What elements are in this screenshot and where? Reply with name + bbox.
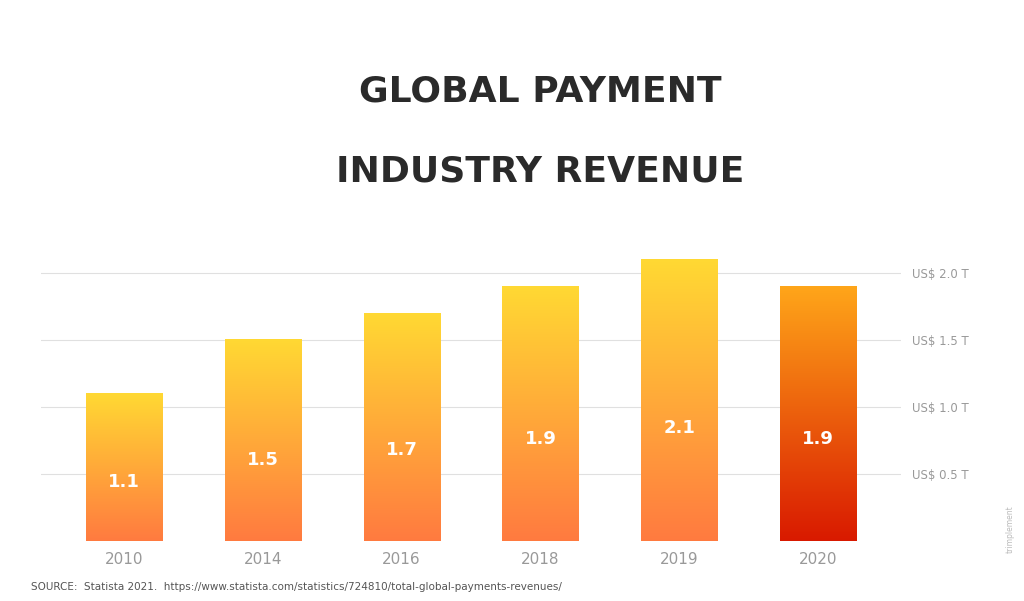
Text: SOURCE:  Statista 2021.  https://www.statista.com/statistics/724810/total-global: SOURCE: Statista 2021. https://www.stati… <box>31 582 561 592</box>
Text: 1.9: 1.9 <box>802 430 834 448</box>
Text: 2.1: 2.1 <box>664 419 695 438</box>
Text: trimplement: trimplement <box>1007 505 1015 553</box>
Text: 1.7: 1.7 <box>386 441 418 459</box>
Text: 1.9: 1.9 <box>524 430 556 448</box>
Text: INDUSTRY REVENUE: INDUSTRY REVENUE <box>336 155 744 189</box>
Text: 1.5: 1.5 <box>247 451 279 469</box>
Text: 1.1: 1.1 <box>109 473 140 491</box>
Text: GLOBAL PAYMENT: GLOBAL PAYMENT <box>358 75 721 108</box>
